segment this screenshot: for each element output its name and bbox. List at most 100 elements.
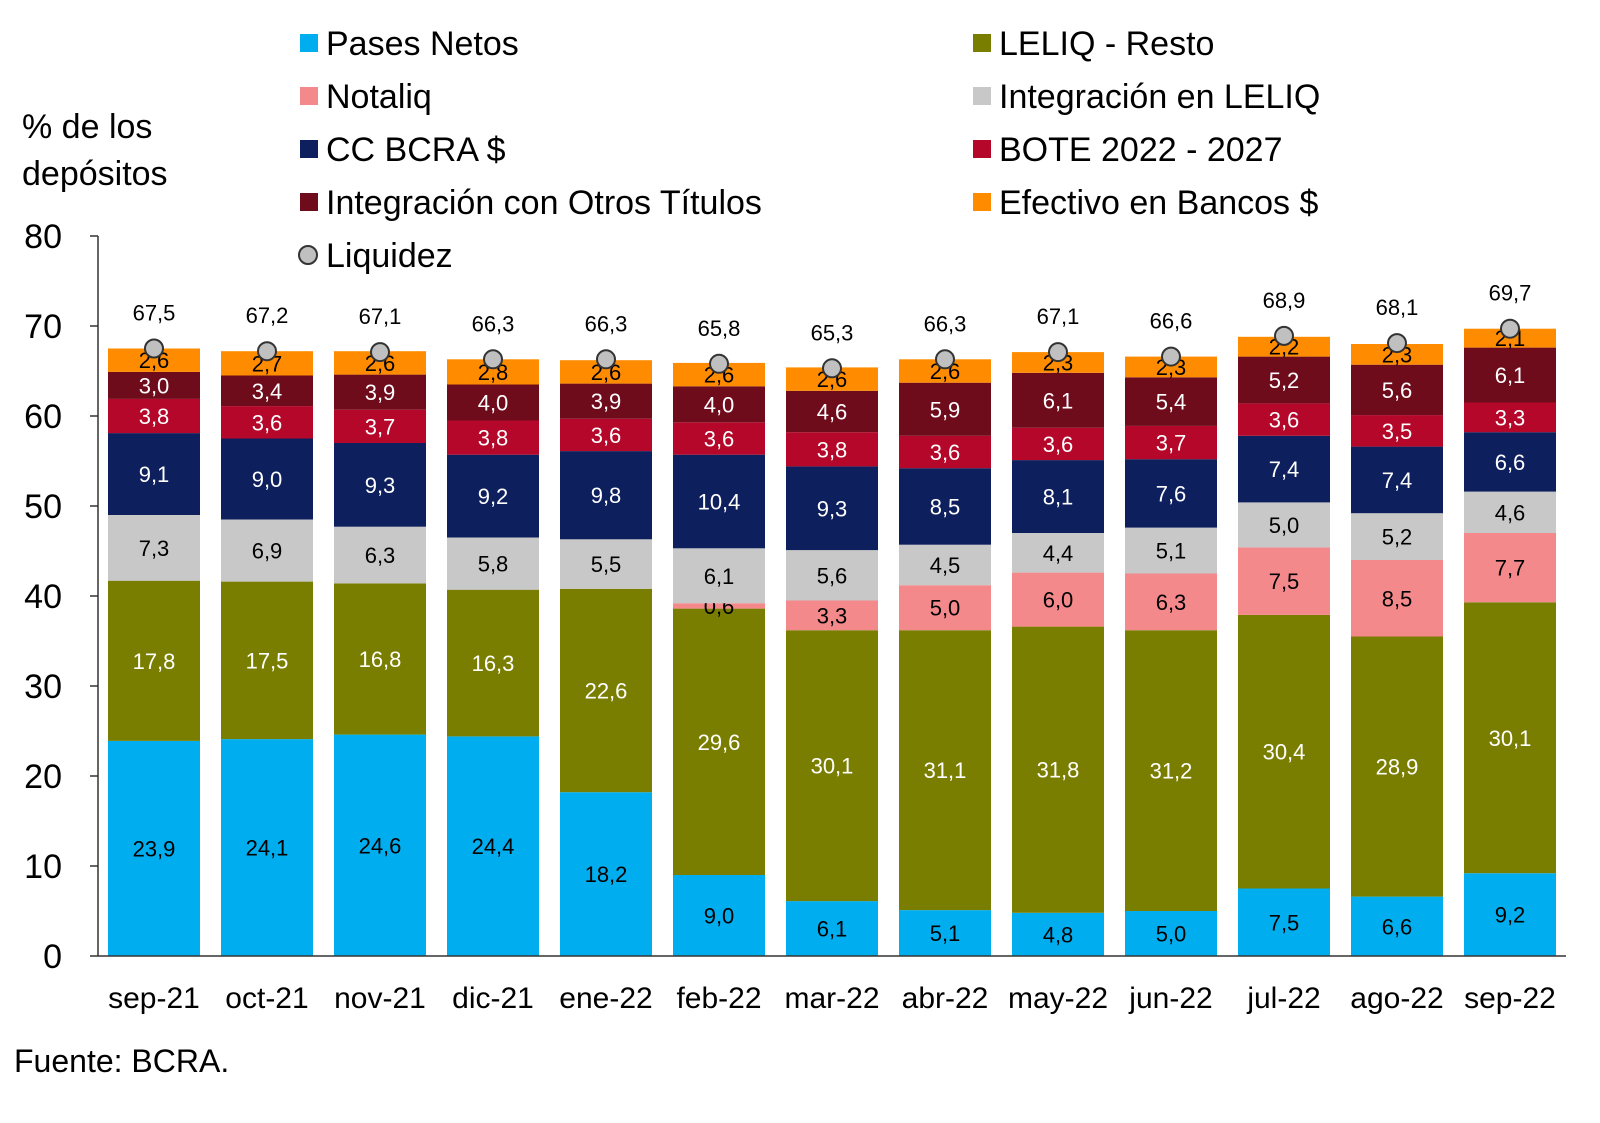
liquidity-marker — [1500, 318, 1520, 339]
liquidity-data-label: 66,3 — [585, 311, 628, 336]
segment-data-label: 3,6 — [591, 423, 622, 448]
segment-data-label: 3,6 — [1043, 432, 1074, 457]
bar-segment — [334, 734, 426, 956]
liquidity-data-label: 67,2 — [246, 303, 289, 328]
bar-segment — [786, 466, 878, 551]
x-tick-label: abr-22 — [902, 982, 989, 1015]
y-tick-label: 80 — [24, 218, 62, 256]
bar-segment — [1351, 560, 1443, 637]
segment-data-label: 5,8 — [478, 552, 509, 577]
segment-data-label: 9,0 — [704, 904, 735, 929]
segment-data-label: 3,8 — [817, 437, 848, 462]
bar-segment — [1012, 372, 1104, 428]
segment-data-label: 3,6 — [930, 440, 961, 465]
legend-swatch — [300, 87, 318, 105]
liquidity-data-label: 68,1 — [1376, 295, 1419, 320]
bar-segment — [673, 603, 765, 609]
liquidity-marker — [935, 349, 955, 370]
legend-label: Integración en LELIQ — [999, 78, 1320, 116]
legend-item: Pases Netos — [300, 25, 519, 63]
bar-segment — [899, 630, 991, 911]
segment-data-label: 31,8 — [1037, 758, 1080, 783]
segment-data-label: 3,7 — [365, 414, 396, 439]
bar-segment — [673, 454, 765, 549]
bar-segment — [1464, 533, 1556, 603]
liquidity-data-label: 67,5 — [133, 301, 176, 326]
liquidity-data-label: 68,9 — [1263, 288, 1306, 313]
bar-segment — [1351, 415, 1443, 447]
segment-data-label: 4,4 — [1043, 541, 1074, 566]
bar-segment — [221, 375, 313, 407]
bar-segment — [899, 359, 991, 383]
segment-data-label: 28,9 — [1376, 755, 1419, 780]
bar-stack: 6,130,13,35,69,33,84,62,665,3 — [786, 320, 878, 956]
y-axis-label-line-2: depósitos — [22, 155, 168, 193]
y-tick-label: 0 — [43, 938, 62, 976]
legend: Pases Netos LELIQ - Resto Notaliq Integraci… — [298, 25, 1320, 275]
bar-segment — [560, 383, 652, 419]
bar-segment — [560, 792, 652, 956]
y-tick-label: 20 — [24, 758, 62, 796]
segment-data-label: 9,8 — [591, 483, 622, 508]
y-tick-label: 30 — [24, 668, 62, 706]
bar-segment — [447, 589, 539, 737]
bar-segment — [899, 382, 991, 436]
segment-data-label: 5,0 — [1156, 922, 1187, 947]
bar-segment — [334, 374, 426, 410]
bar-segment — [1238, 614, 1330, 889]
bar-segment — [673, 548, 765, 604]
segment-data-label: 6,6 — [1382, 914, 1413, 939]
bar-segment — [447, 420, 539, 455]
segment-data-label: 30,4 — [1263, 740, 1306, 765]
bar-segment — [108, 433, 200, 515]
liquidity-data-label: 65,3 — [811, 320, 854, 345]
segment-data-label: 7,4 — [1382, 468, 1413, 493]
bar-stack: 9,029,60,66,110,43,64,02,665,8 — [673, 316, 765, 956]
bar-segment — [1351, 364, 1443, 416]
bar-segment — [1238, 435, 1330, 503]
bar-segment — [1464, 432, 1556, 492]
segment-data-label: 7,5 — [1269, 569, 1300, 594]
segment-data-label: 9,2 — [478, 484, 509, 509]
segment-data-label: 9,3 — [817, 496, 848, 521]
x-tick-label: feb-22 — [676, 982, 761, 1015]
segment-data-label: 7,7 — [1495, 556, 1526, 581]
x-tick-label: sep-21 — [108, 982, 200, 1015]
bar-segment — [334, 526, 426, 584]
legend-label: Integración con Otros Títulos — [326, 184, 762, 222]
bar-stack: 6,628,98,55,27,43,55,62,368,1 — [1351, 295, 1443, 956]
bar-segment — [786, 630, 878, 902]
bar-segment — [108, 515, 200, 581]
bar-segment — [673, 422, 765, 455]
bar-segment — [673, 875, 765, 956]
bar-segment — [221, 519, 313, 582]
segment-data-label: 5,6 — [817, 563, 848, 588]
segment-data-label: 31,1 — [924, 758, 967, 783]
bar-segment — [1464, 491, 1556, 533]
segment-data-label: 29,6 — [698, 730, 741, 755]
segment-data-label: 7,4 — [1269, 457, 1300, 482]
segment-data-label: 9,0 — [252, 467, 283, 492]
bar-segment — [899, 468, 991, 545]
bar-segment — [1464, 873, 1556, 956]
segment-data-label: 3,6 — [1269, 408, 1300, 433]
segment-data-label: 5,1 — [1156, 539, 1187, 564]
bar-segment — [899, 435, 991, 469]
segment-data-label: 6,1 — [817, 917, 848, 942]
x-tick-label: oct-21 — [225, 982, 308, 1015]
legend-item: Notaliq — [300, 78, 432, 116]
segment-data-label: 5,0 — [930, 596, 961, 621]
legend-item: Efectivo en Bancos $ — [973, 184, 1319, 222]
bar-segment — [786, 367, 878, 391]
bar-segment — [1238, 403, 1330, 436]
liquidity-data-label: 67,1 — [359, 304, 402, 329]
bar-stack: 7,530,47,55,07,43,65,22,268,9 — [1238, 288, 1330, 956]
bar-segment — [1125, 377, 1217, 426]
segment-data-label: 18,2 — [585, 862, 628, 887]
bar-segment — [108, 740, 200, 956]
bar-segment — [560, 539, 652, 589]
segment-data-label: 3,3 — [817, 603, 848, 628]
bar-segment — [1125, 356, 1217, 378]
bar-segment — [1464, 402, 1556, 433]
liquidity-marker — [822, 358, 842, 379]
